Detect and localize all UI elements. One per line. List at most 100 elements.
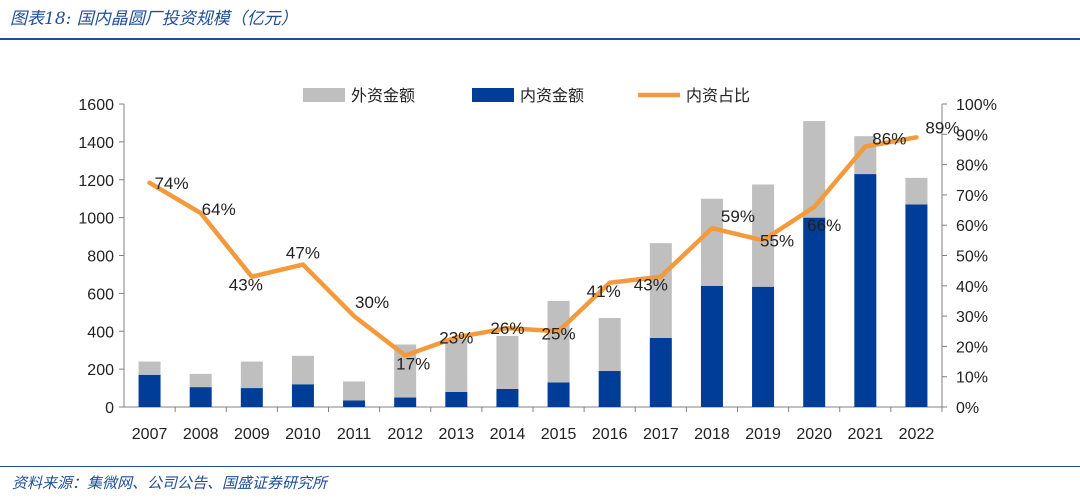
bar-foreign bbox=[598, 317, 621, 372]
bar-domestic bbox=[598, 371, 621, 407]
data-label: 25% bbox=[542, 324, 576, 343]
legend-label: 内资金额 bbox=[520, 86, 584, 105]
bar-domestic bbox=[547, 382, 570, 407]
x-tick-label: 2018 bbox=[694, 426, 730, 443]
x-tick-label: 2010 bbox=[285, 426, 321, 443]
legend-label: 内资占比 bbox=[686, 86, 750, 105]
bar-domestic bbox=[138, 374, 161, 407]
bar-foreign bbox=[343, 381, 366, 401]
line-ratio-point bbox=[914, 135, 919, 140]
data-label: 89% bbox=[925, 118, 959, 137]
x-tick-label: 2014 bbox=[490, 426, 526, 443]
line-ratio-point bbox=[300, 262, 305, 267]
x-tick-label: 2013 bbox=[439, 426, 475, 443]
line-ratio-point bbox=[607, 280, 612, 285]
y2-tick-label: 10% bbox=[956, 370, 988, 387]
line-ratio-point bbox=[658, 274, 663, 279]
bar-domestic bbox=[854, 174, 877, 407]
bar-domestic bbox=[496, 389, 519, 407]
y2-tick-label: 0% bbox=[956, 400, 979, 417]
bar-domestic bbox=[189, 387, 212, 407]
x-tick-label: 2020 bbox=[796, 426, 832, 443]
data-label: 43% bbox=[229, 276, 263, 295]
data-label: 59% bbox=[721, 207, 755, 226]
legend-label: 外资金额 bbox=[351, 86, 415, 105]
bar-domestic bbox=[445, 391, 468, 407]
y-tick-label: 1200 bbox=[78, 173, 114, 190]
data-label: 47% bbox=[286, 244, 320, 263]
bar-foreign bbox=[445, 338, 468, 392]
data-label: 26% bbox=[490, 319, 524, 338]
source-note: 资料来源：集微网、公司公告、国盛证券研究所 bbox=[12, 474, 328, 492]
y-tick-label: 1000 bbox=[78, 211, 114, 228]
data-label: 23% bbox=[439, 328, 473, 347]
x-tick-label: 2015 bbox=[541, 426, 577, 443]
x-tick-label: 2007 bbox=[132, 426, 168, 443]
x-tick-label: 2012 bbox=[387, 426, 423, 443]
line-ratio-point bbox=[454, 335, 459, 340]
bar-domestic bbox=[752, 286, 775, 407]
line-ratio-point bbox=[709, 226, 714, 231]
bar-domestic bbox=[343, 400, 366, 407]
data-label: 86% bbox=[872, 129, 906, 148]
bar-foreign bbox=[803, 121, 826, 218]
x-tick-label: 2017 bbox=[643, 426, 679, 443]
x-tick-label: 2022 bbox=[899, 426, 935, 443]
data-label: 66% bbox=[807, 216, 841, 235]
x-tick-label: 2016 bbox=[592, 426, 628, 443]
y-tick-label: 1600 bbox=[78, 97, 114, 114]
bar-foreign bbox=[394, 344, 417, 398]
y-tick-label: 200 bbox=[87, 362, 114, 379]
bar-domestic bbox=[240, 388, 263, 407]
line-ratio-point bbox=[761, 238, 766, 243]
line-ratio-point bbox=[812, 205, 817, 210]
y2-tick-label: 100% bbox=[956, 97, 997, 114]
bar-foreign bbox=[547, 300, 570, 383]
data-label: 17% bbox=[396, 354, 430, 373]
bar-foreign bbox=[700, 198, 723, 286]
bar-foreign bbox=[649, 243, 672, 338]
data-label: 43% bbox=[634, 276, 668, 295]
bar-foreign bbox=[496, 335, 519, 390]
y-tick-label: 0 bbox=[105, 400, 114, 417]
y-tick-label: 400 bbox=[87, 324, 114, 341]
bar-domestic bbox=[649, 337, 672, 407]
bar-domestic bbox=[700, 285, 723, 407]
line-ratio-point bbox=[863, 144, 868, 149]
legend-swatch-foreign bbox=[303, 88, 345, 102]
bar-foreign bbox=[752, 184, 775, 287]
y2-tick-label: 80% bbox=[956, 158, 988, 175]
bar-domestic bbox=[394, 397, 417, 407]
line-ratio-point bbox=[352, 314, 357, 319]
bar-foreign bbox=[189, 373, 212, 388]
bar-domestic bbox=[803, 217, 826, 407]
line-ratio-point bbox=[249, 274, 254, 279]
bar-domestic bbox=[905, 204, 928, 407]
data-label: 55% bbox=[760, 231, 794, 250]
x-tick-label: 2008 bbox=[183, 426, 219, 443]
bottom-rule bbox=[0, 466, 1080, 467]
y2-tick-label: 70% bbox=[956, 188, 988, 205]
bar-foreign bbox=[291, 355, 314, 385]
y-tick-label: 600 bbox=[87, 286, 114, 303]
y2-tick-label: 30% bbox=[956, 309, 988, 326]
line-ratio-point bbox=[147, 180, 152, 185]
line-ratio-point bbox=[556, 329, 561, 334]
y2-tick-label: 20% bbox=[956, 339, 988, 356]
y2-tick-label: 40% bbox=[956, 279, 988, 296]
legend-swatch-domestic bbox=[472, 88, 514, 102]
x-tick-label: 2011 bbox=[337, 426, 372, 443]
data-label: 74% bbox=[155, 174, 189, 193]
chart-header: 图表18: 国内晶圆厂投资规模（亿元） bbox=[10, 6, 1070, 36]
x-tick-label: 2019 bbox=[745, 426, 781, 443]
y2-tick-label: 90% bbox=[956, 127, 988, 144]
x-tick-label: 2009 bbox=[234, 426, 270, 443]
bar-foreign bbox=[905, 177, 928, 205]
combo-chart: 0 200 400 600 800 1000 1200 1400 1600 0% 10% 20% 30%… bbox=[78, 86, 997, 443]
y2-tick-label: 60% bbox=[956, 218, 988, 235]
line-ratio-point bbox=[198, 211, 203, 216]
line-ratio-point bbox=[403, 353, 408, 358]
top-rule bbox=[0, 38, 1080, 40]
line-ratio bbox=[147, 135, 919, 358]
bar-domestic bbox=[291, 384, 314, 407]
